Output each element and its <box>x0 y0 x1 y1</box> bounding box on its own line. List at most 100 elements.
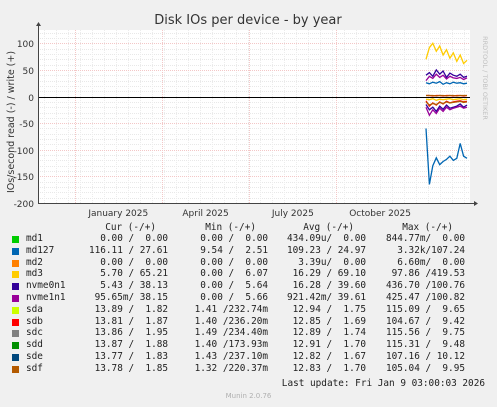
legend-value-min: 0.00 / 5.64 <box>200 280 268 292</box>
legend-value-min: 0.00 / 5.66 <box>200 292 268 303</box>
x-tick-label: April 2025 <box>182 209 228 219</box>
legend-value-avg: 921.42m/ 39.61 <box>286 292 366 303</box>
grid-lines <box>38 30 470 204</box>
legend-value-max: 97.86 /419.53 <box>391 268 465 280</box>
legend-value-avg: 12.94 / 1.75 <box>292 303 366 315</box>
legend-header-min: Min (-/+) <box>205 222 256 233</box>
series-line-md3-read <box>425 98 468 101</box>
legend-value-min: 9.54 / 2.51 <box>200 244 268 256</box>
legend-value-min: 0.00 / 6.07 <box>200 268 268 280</box>
y-tick-label: 0 <box>28 94 34 104</box>
legend-value-cur: 116.11 / 27.61 <box>88 244 168 256</box>
x-tick-labels: January 2025 April 2025 July 2025 October 2… <box>87 209 411 219</box>
rrdtool-watermark: RRDTOOL / TOBI OETIKER <box>481 36 489 120</box>
legend-value-max: 105.04 / 9.95 <box>385 362 465 374</box>
legend-value-min: 0.00 / 0.00 <box>200 233 268 244</box>
legend-value-avg: 16.28 / 39.60 <box>292 280 366 292</box>
last-update-text: Last update: Fri Jan 9 03:00:03 2026 <box>281 378 485 389</box>
legend-row-md3: md3 5.70 / 65.21 0.00 / 6.07 16.29 / 69.10 9… <box>12 268 492 280</box>
legend-value-avg: 109.23 / 24.97 <box>286 244 366 256</box>
legend-swatch <box>12 271 19 279</box>
legend-value-max: 844.77m/ 0.00 <box>385 233 465 244</box>
y-tick-label: -200 <box>14 200 35 210</box>
legend-value-max: 104.67 / 9.42 <box>385 315 465 327</box>
legend-value-cur: 95.65m/ 38.15 <box>94 292 168 303</box>
legend-row-nvme0n1: nvme0n1 5.43 / 38.13 0.00 / 5.64 16.28 / 39… <box>12 280 492 292</box>
legend-value-avg: 12.85 / 1.69 <box>292 315 366 327</box>
legend-row-md127: md127 116.11 / 27.61 9.54 / 2.51 109.23 / 2… <box>12 245 492 257</box>
legend-series-name: md1 <box>26 233 43 244</box>
legend-value-min: 0.00 / 0.00 <box>200 256 268 268</box>
y-tick-label: -50 <box>19 120 34 130</box>
legend-value-avg: 12.82 / 1.67 <box>292 351 366 362</box>
legend-value-avg: 12.89 / 1.74 <box>292 327 366 339</box>
legend-value-max: 115.09 / 9.65 <box>385 303 465 315</box>
plot-area <box>38 30 470 203</box>
legend-value-min: 1.43 /237.10m <box>194 351 268 362</box>
series-lines <box>425 42 468 185</box>
legend-row-nvme1n1: nvme1n1 95.65m/ 38.15 0.00 / 5.66 921.42m/ … <box>12 292 492 304</box>
series-line-nvme1n1-read <box>425 105 468 117</box>
legend-row-sdf: sdf 13.78 / 1.85 1.32 /220.37m 12.83 / 1.70… <box>12 363 492 375</box>
x-tick-label: July 2025 <box>271 209 314 219</box>
x-tick-label: October 2025 <box>349 209 411 219</box>
y-axis-arrow <box>36 22 41 26</box>
legend-swatch <box>12 259 19 267</box>
legend-series-name: sdd <box>26 339 43 351</box>
series-line-sdf-read <box>425 100 468 106</box>
legend-swatch <box>12 236 19 243</box>
series-line-md127-write <box>425 80 468 86</box>
legend-row-sde: sde 13.77 / 1.83 1.43 /237.10m 12.82 / 1.67… <box>12 351 492 363</box>
legend-header-cur: Cur (-/+) <box>105 222 156 233</box>
legend-row-sda: sda 13.89 / 1.82 1.41 /232.74m 12.94 / 1.75… <box>12 304 492 316</box>
chart-title: Disk IOs per device - by year <box>154 13 342 28</box>
legend-value-cur: 13.78 / 1.85 <box>94 362 168 374</box>
legend-value-max: 115.31 / 9.48 <box>385 339 465 351</box>
legend-series-name: md2 <box>26 256 43 268</box>
legend-value-min: 1.40 /236.20m <box>194 315 268 327</box>
legend-value-max: 107.16 / 10.12 <box>385 351 465 362</box>
legend-series-name: nvme1n1 <box>26 292 66 303</box>
legend-value-avg: 12.91 / 1.70 <box>292 339 366 351</box>
legend-value-min: 1.40 /173.93m <box>194 339 268 351</box>
legend-row-md2: md2 0.00 / 0.00 0.00 / 0.00 3.39u/ 0.00 6.60… <box>12 257 492 269</box>
legend-value-avg: 12.83 / 1.70 <box>292 362 366 374</box>
legend-value-min: 1.32 /220.37m <box>194 362 268 374</box>
legend-swatch <box>12 295 19 302</box>
legend-series-name: sdf <box>26 362 43 374</box>
y-axis-label: IOs/second read (-) / write (+) <box>6 51 17 193</box>
legend-value-cur: 5.43 / 38.13 <box>100 280 168 292</box>
series-line-nvme0n1-read <box>425 103 468 113</box>
legend-row-md1: md1 0.00 / 0.00 0.00 / 0.00 434.09u/ 0.00 84… <box>12 233 492 245</box>
legend-value-cur: 5.70 / 65.21 <box>100 268 168 280</box>
legend-row-sdd: sdd 13.87 / 1.88 1.40 /173.93m 12.91 / 1.70… <box>12 339 492 351</box>
legend-value-max: 436.70 /100.76 <box>385 280 465 292</box>
legend-value-max: 6.60m/ 0.00 <box>397 256 465 268</box>
legend-value-cur: 13.77 / 1.83 <box>94 351 168 362</box>
legend-swatch <box>12 283 19 291</box>
y-tick-label: 50 <box>23 67 35 77</box>
legend-value-max: 3.32k/107.24 <box>397 244 465 256</box>
y-tick-label: -100 <box>14 147 35 157</box>
legend-value-cur: 0.00 / 0.00 <box>100 256 168 268</box>
series-line-nvme0n1-write <box>425 68 468 79</box>
legend-header-max: Max (-/+) <box>402 222 453 233</box>
legend-value-cur: 0.00 / 0.00 <box>100 233 168 244</box>
axes <box>36 22 478 206</box>
legend-value-cur: 13.87 / 1.88 <box>94 339 168 351</box>
legend-value-cur: 13.86 / 1.95 <box>94 327 168 339</box>
legend-value-cur: 13.89 / 1.82 <box>94 303 168 315</box>
legend-value-max: 425.47 /100.82 <box>385 292 465 303</box>
legend-swatch <box>12 306 19 314</box>
legend-series-name: sda <box>26 303 43 315</box>
x-tick-label: January 2025 <box>87 209 148 219</box>
legend-swatch <box>12 365 19 373</box>
legend-series-name: sde <box>26 351 43 362</box>
legend-row-sdb: sdb 13.81 / 1.87 1.40 /236.20m 12.85 / 1.69… <box>12 316 492 328</box>
legend-swatch <box>12 354 19 361</box>
plot-background <box>38 30 470 203</box>
legend-swatch <box>12 318 19 326</box>
x-axis-arrow <box>474 201 478 206</box>
legend-series-name: md3 <box>26 268 43 280</box>
